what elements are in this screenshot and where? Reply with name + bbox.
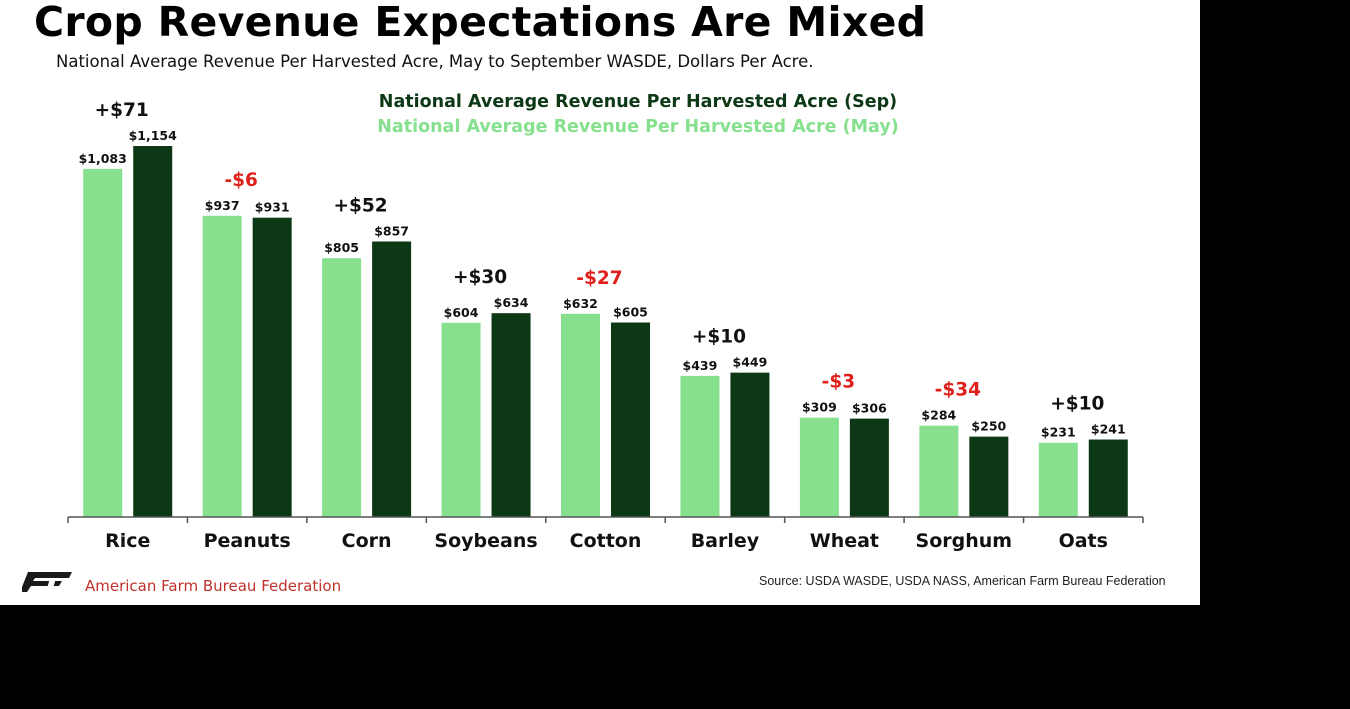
x-tick-label: Sorghum <box>916 530 1013 552</box>
bar <box>680 375 720 517</box>
change-annotation: +$10 <box>1050 394 1104 415</box>
change-annotation: -$3 <box>822 372 855 393</box>
bar-value-label: $857 <box>374 223 409 238</box>
bar-value-label: $931 <box>255 200 290 215</box>
bar <box>849 418 889 517</box>
bar-value-label: $605 <box>613 304 648 319</box>
bar <box>969 436 1009 517</box>
bar <box>919 425 959 517</box>
x-tick-label: Corn <box>342 530 392 552</box>
chart-panel: Crop Revenue Expectations Are Mixed Nati… <box>0 0 1200 605</box>
change-annotation: -$6 <box>224 170 257 191</box>
bar <box>491 313 531 517</box>
bar-value-label: $309 <box>802 400 837 415</box>
chart-subtitle: National Average Revenue Per Harvested A… <box>56 52 814 71</box>
bar <box>372 241 412 517</box>
x-tick-label: Wheat <box>810 530 879 552</box>
bar-value-label: $805 <box>324 240 359 255</box>
bar-value-label: $632 <box>563 296 598 311</box>
x-tick-label: Barley <box>691 530 760 552</box>
x-tick-label: Oats <box>1059 530 1108 552</box>
bar-value-label: $449 <box>733 355 768 370</box>
bar <box>252 217 292 517</box>
change-annotation: -$34 <box>935 380 981 401</box>
bar <box>83 168 123 518</box>
change-annotation: +$71 <box>95 100 149 121</box>
bar-value-label: $937 <box>205 198 240 213</box>
bar <box>322 258 362 517</box>
change-annotation: -$27 <box>576 268 622 289</box>
x-tick-label: Rice <box>105 530 150 552</box>
bar-value-label: $250 <box>971 419 1006 434</box>
bar-value-label: $306 <box>852 401 887 416</box>
bar-value-label: $241 <box>1091 422 1126 437</box>
legend-entry: National Average Revenue Per Harvested A… <box>377 117 898 137</box>
bar <box>1088 439 1128 517</box>
bar-value-label: $231 <box>1041 425 1076 440</box>
bar <box>1038 442 1078 517</box>
bar-value-label: $1,083 <box>79 151 127 166</box>
chart-title: Crop Revenue Expectations Are Mixed <box>34 0 927 46</box>
x-tick-label: Soybeans <box>434 530 537 552</box>
bar-value-label: $284 <box>921 408 956 423</box>
change-annotation: +$52 <box>334 195 388 216</box>
bar <box>730 372 770 517</box>
bar-value-label: $634 <box>494 295 529 310</box>
bar-value-label: $604 <box>444 305 479 320</box>
bar <box>611 322 650 517</box>
legend-entry: National Average Revenue Per Harvested A… <box>379 92 897 112</box>
footer-source: Source: USDA WASDE, USDA NASS, American … <box>759 574 1166 588</box>
x-tick-label: Peanuts <box>204 530 291 552</box>
bar <box>133 146 173 517</box>
x-tick-label: Cotton <box>570 530 642 552</box>
change-annotation: +$10 <box>692 327 746 348</box>
footer-organization: American Farm Bureau Federation <box>85 577 342 595</box>
bar <box>441 322 481 517</box>
bar <box>202 215 242 517</box>
bar <box>799 417 839 517</box>
bar-value-label: $439 <box>683 358 718 373</box>
change-annotation: +$30 <box>453 267 507 288</box>
bar <box>561 313 600 517</box>
bar-chart: National Average Revenue Per Harvested A… <box>67 92 1144 552</box>
bar-value-label: $1,154 <box>129 128 178 143</box>
afbf-logo-icon <box>22 572 72 592</box>
